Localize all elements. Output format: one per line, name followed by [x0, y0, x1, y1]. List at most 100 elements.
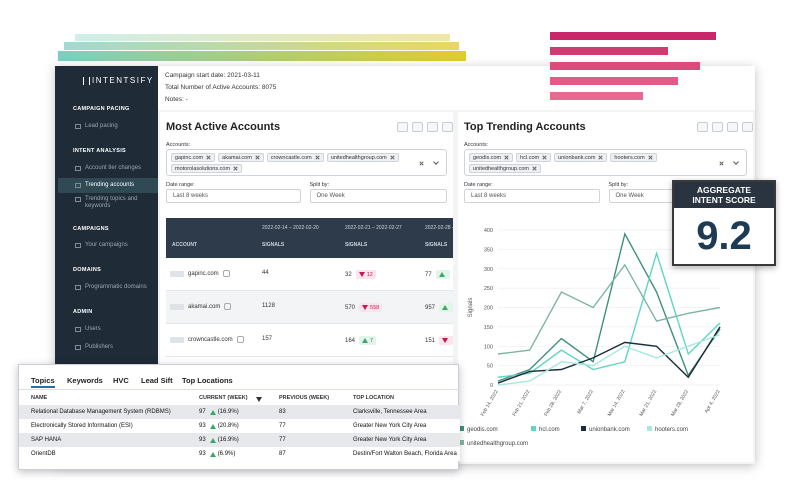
sidebar-item[interactable]: Your campaigns [85, 242, 128, 248]
panel-tool[interactable] [397, 122, 408, 132]
sidebar-icon [75, 285, 81, 290]
table-row [19, 419, 460, 433]
account-name: akamai.com [188, 303, 221, 310]
current-cell: 93 (20.8%) [199, 423, 239, 429]
sidebar-icon [75, 243, 81, 248]
sidebar-item[interactable]: Users [85, 326, 101, 332]
y-tick-label: 350 [484, 247, 493, 253]
accounts-select[interactable]: geodis.com hcl.com unionbank.com hooters.co… [464, 149, 747, 176]
signal-value: 164 [345, 337, 356, 344]
split-label: Split by: [309, 182, 330, 188]
sidebar-heading: ADMIN [73, 309, 93, 315]
signal-value: 957 [425, 304, 436, 311]
value: Last 8 weeks [471, 193, 507, 199]
date-range-select[interactable]: Last 8 weeks [166, 189, 301, 203]
sidebar-item[interactable]: Programmatic domains [85, 284, 147, 290]
sidebar-item[interactable]: Lead pacing [85, 123, 118, 129]
tab-divider [19, 389, 460, 390]
chip-label: motorolasolutions.com [175, 165, 231, 172]
account-chip: gapinc.com [171, 153, 216, 162]
chip-remove [542, 155, 547, 160]
panel-tool[interactable] [742, 122, 753, 132]
legend-label: geodis.com [467, 427, 498, 433]
sidebar-item[interactable]: Publishers [85, 344, 114, 350]
tab[interactable]: Top Locations [182, 376, 233, 385]
deco-stripe [58, 51, 466, 61]
chip-remove [255, 155, 260, 160]
trend-arrow [209, 423, 216, 429]
clear-all [719, 161, 724, 166]
sidebar-item[interactable]: Account tier changes [85, 165, 142, 171]
deco-bar [550, 62, 700, 70]
split-label: Split by: [608, 182, 629, 188]
previous-value: 77 [279, 423, 286, 429]
trend-arrow [209, 437, 216, 443]
sort-arrow[interactable] [256, 397, 262, 402]
date-range-select[interactable]: Last 8 weeks [464, 189, 600, 203]
x-tick-label: Feb 28, 2022 [543, 389, 563, 418]
tab[interactable]: Keywords [67, 376, 103, 385]
deco-stripe [75, 34, 450, 41]
signal-cell: 164 7 [345, 336, 377, 345]
chips: geodis.com hcl.com unionbank.com hooters.co… [469, 153, 704, 175]
y-tick-label: 100 [484, 344, 493, 350]
table-row [19, 447, 460, 461]
column-header: CURRENT (WEEK) [199, 395, 248, 401]
tab[interactable]: HVC [113, 376, 129, 385]
account-chip: unitedhealthgroup.com [469, 164, 541, 173]
sidebar-item[interactable]: Trending accounts [85, 182, 135, 188]
panel-tool[interactable] [412, 122, 423, 132]
chip-remove [532, 166, 537, 171]
topic-name: Relational Database Management System (R… [31, 409, 171, 415]
sidebar-icon [75, 124, 81, 129]
tab[interactable]: Lead Sift [141, 376, 173, 385]
signal-value: 157 [262, 336, 273, 342]
legend-swatch [581, 426, 586, 431]
account-chip: motorolasolutions.com [171, 164, 243, 173]
previous-value: 87 [279, 451, 286, 457]
panel: Most Active Accounts Accounts: gapinc.com a… [160, 112, 453, 377]
col-header: SIGNALS [425, 242, 448, 248]
accounts-select[interactable]: gapinc.com akamai.com crowncastle.com unite… [166, 149, 447, 176]
column-header: TOP LOCATION [353, 395, 394, 401]
active-accounts: Total Number of Active Accounts: 8075 [165, 84, 276, 91]
logo-icon [83, 77, 90, 85]
trend-arrow [209, 451, 216, 457]
column-header: NAME [31, 395, 48, 401]
panel-tool[interactable] [727, 122, 738, 132]
legend-label: hcl.com [539, 427, 560, 433]
accounts-label: Accounts: [166, 142, 191, 148]
sidebar-item[interactable]: Trending topics and keywords [85, 196, 138, 209]
sidebar-heading: CAMPAIGNS [73, 226, 109, 232]
previous-value: 77 [279, 437, 286, 443]
chip-remove [315, 155, 320, 160]
legend-swatch [531, 426, 536, 431]
sidebar-icon [75, 183, 81, 188]
account-cell: gapinc.com [188, 270, 230, 277]
panel-tool[interactable] [427, 122, 438, 132]
info-icon [236, 336, 244, 343]
value: 8075 [261, 84, 277, 91]
chip-remove [648, 155, 653, 160]
account-chip: geodis.com [469, 153, 514, 162]
change-label: (16.9%) [217, 409, 239, 415]
panel-tool[interactable] [442, 122, 453, 132]
chip-label: unitedhealthgroup.com [330, 154, 387, 161]
trend-chart: 0 50 100 150 200 250 300 350 400 Signals Feb 14, 2… [459, 228, 722, 447]
period-header: 2022-02-14 – 2022-02-20 [262, 225, 319, 231]
logo: INTENTSIFY [92, 76, 154, 85]
signal-value: 77 [425, 271, 432, 278]
series-line [497, 263, 721, 355]
change-label: (6.9%) [217, 451, 236, 457]
tab[interactable]: Topics [31, 376, 55, 388]
start-date: Campaign start date: 2021-03-11 [165, 72, 260, 79]
col-header: ACCOUNT [172, 242, 197, 248]
split-select[interactable]: One Week [309, 189, 447, 203]
account-logo [170, 304, 184, 310]
table-row [19, 405, 460, 419]
label: Notes: [165, 96, 184, 103]
topics-card: Topics Keywords HVC Lead Sift Top Locations N… [18, 364, 460, 470]
panel-tool[interactable] [697, 122, 708, 132]
panel-tool[interactable] [712, 122, 723, 132]
top-location: Greater New York City Area [353, 437, 427, 443]
